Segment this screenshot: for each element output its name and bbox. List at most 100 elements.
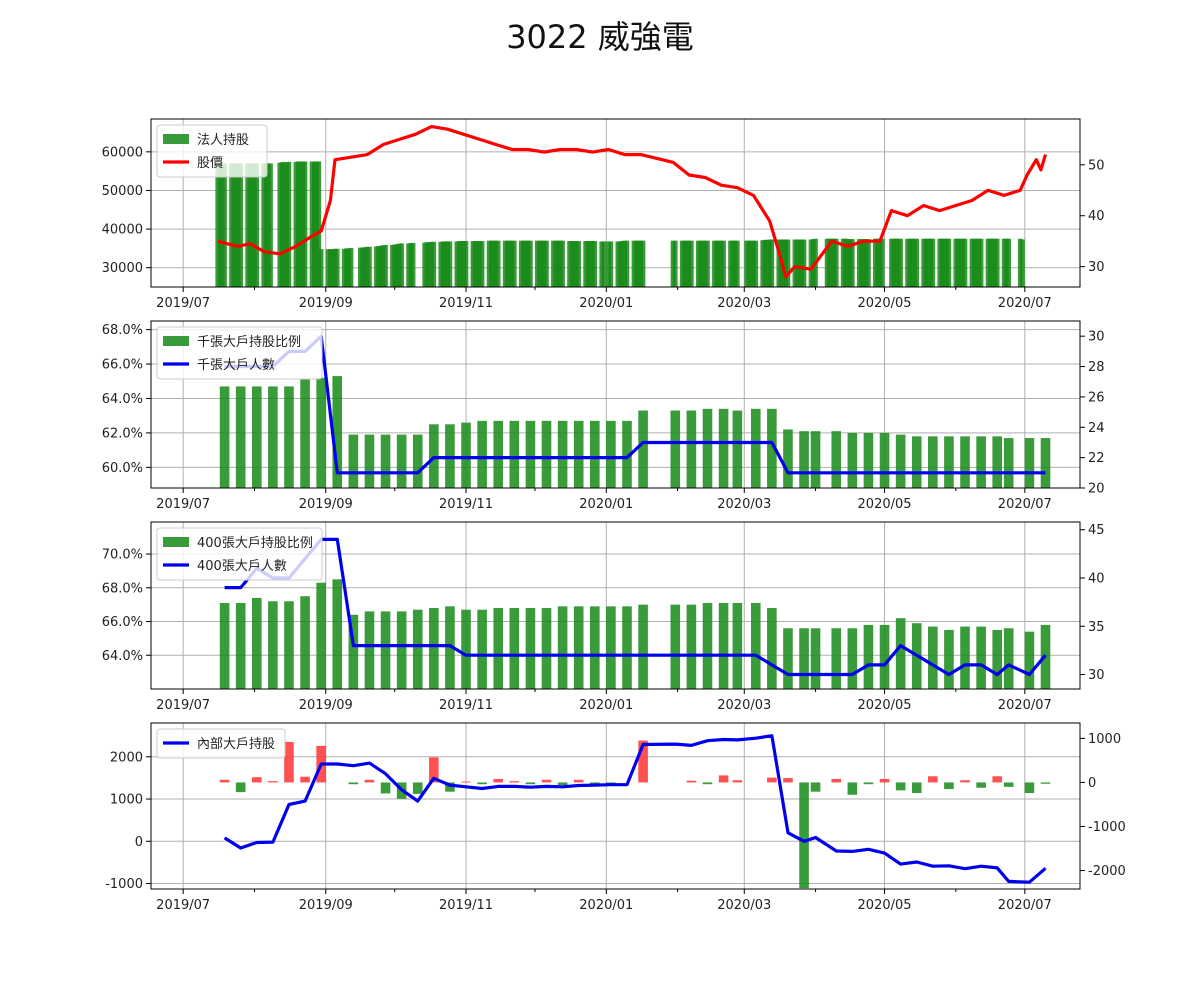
bar [284, 741, 294, 783]
bar [300, 379, 310, 488]
bar [477, 420, 487, 488]
bar [670, 604, 681, 689]
y-left-tick-label: 64.0% [102, 392, 143, 407]
bar [732, 602, 743, 689]
bar [866, 239, 871, 287]
bar [976, 626, 986, 689]
bar [992, 629, 1003, 689]
y-right-tick-label: 0 [1088, 776, 1096, 791]
legend-swatch-bar [163, 537, 189, 547]
y-right-tick-label: 28 [1088, 360, 1105, 375]
bar [976, 436, 986, 488]
legend-box [156, 728, 286, 759]
bar [895, 434, 906, 488]
x-tick-label: 2020/07 [998, 698, 1052, 713]
bar [463, 241, 469, 287]
bar [976, 782, 986, 788]
bar [689, 240, 694, 287]
bar [364, 779, 375, 783]
chart-panel-2: 2019/07 2019/09 2019/11 2020/01 2020/03 2020/… [102, 320, 1105, 512]
bar [477, 782, 487, 785]
bar [235, 386, 246, 488]
bar [380, 782, 391, 794]
legend-label: 股價 [197, 156, 223, 171]
bar [410, 242, 416, 287]
bar [396, 611, 407, 689]
bar [590, 782, 600, 784]
x-tick-label: 2019/07 [156, 898, 210, 913]
bar [525, 608, 536, 689]
y-left-tick-label: 66.0% [102, 358, 143, 373]
bar [783, 628, 793, 689]
bar [219, 386, 230, 488]
bar [412, 782, 423, 794]
bar [1003, 782, 1014, 787]
y-left-tick-label: -1000 [105, 877, 143, 892]
bar [1003, 628, 1014, 689]
bar [380, 434, 391, 488]
y-right-tick-label: 40 [1088, 209, 1105, 224]
bar [911, 782, 922, 794]
bar [732, 780, 743, 783]
bar [769, 239, 775, 287]
y-left-tick-label: 40000 [102, 223, 143, 238]
x-tick-label: 2020/05 [858, 296, 912, 311]
x-tick-label: 2020/05 [858, 698, 912, 713]
bar [493, 778, 504, 783]
bar [493, 420, 504, 488]
x-tick-label: 2020/07 [998, 898, 1052, 913]
x-tick-label: 2019/09 [299, 898, 353, 913]
bar [541, 779, 552, 783]
bar [316, 161, 322, 287]
bar [928, 776, 938, 783]
bar [606, 606, 616, 689]
bar [461, 422, 471, 488]
x-tick-label: 2019/11 [439, 296, 493, 311]
bar [268, 386, 278, 488]
bar [879, 238, 885, 287]
bar [847, 628, 858, 689]
bar [810, 431, 821, 488]
bar [831, 628, 842, 689]
bar [753, 240, 759, 287]
bar [332, 579, 343, 689]
bar [847, 782, 858, 795]
x-tick-label: 2020/03 [717, 898, 771, 913]
legend-label: 法人持股 [197, 133, 249, 148]
y-right-tick-label: 22 [1088, 451, 1105, 466]
y-left-tick-label: 30000 [102, 261, 143, 276]
bar [799, 782, 809, 889]
y-right-tick-label: -1000 [1088, 820, 1126, 835]
bar [495, 240, 501, 287]
bar [544, 240, 549, 287]
y-left-tick-label: 2000 [110, 750, 143, 765]
bar [686, 780, 697, 783]
bar [528, 240, 533, 287]
bar [348, 782, 359, 785]
bar [512, 240, 517, 287]
plot-area [151, 723, 1080, 889]
series-line [217, 124, 1048, 279]
bar [978, 238, 984, 287]
bar [541, 420, 552, 488]
bar [560, 240, 565, 287]
series-line [224, 334, 1046, 475]
bar [928, 626, 938, 689]
bar [702, 602, 713, 689]
x-tick-label: 2020/03 [717, 296, 771, 311]
chart-panel-1: 2019/07 2019/09 2019/11 2020/01 2020/03 2020/… [102, 118, 1105, 311]
y-left-tick-label: 60.0% [102, 461, 143, 476]
plot-frame [150, 722, 1081, 890]
bar [1040, 782, 1051, 784]
chart-panel-4: 2019/07 2019/09 2019/11 2020/01 2020/03 2020/… [105, 722, 1126, 913]
bar [396, 434, 407, 488]
bar [785, 239, 791, 287]
bar [332, 376, 343, 488]
bar [573, 420, 584, 488]
bar [316, 377, 326, 488]
bar [750, 602, 761, 689]
bar [799, 628, 809, 689]
bar [992, 436, 1003, 488]
bar [946, 238, 952, 287]
bar [718, 408, 729, 488]
